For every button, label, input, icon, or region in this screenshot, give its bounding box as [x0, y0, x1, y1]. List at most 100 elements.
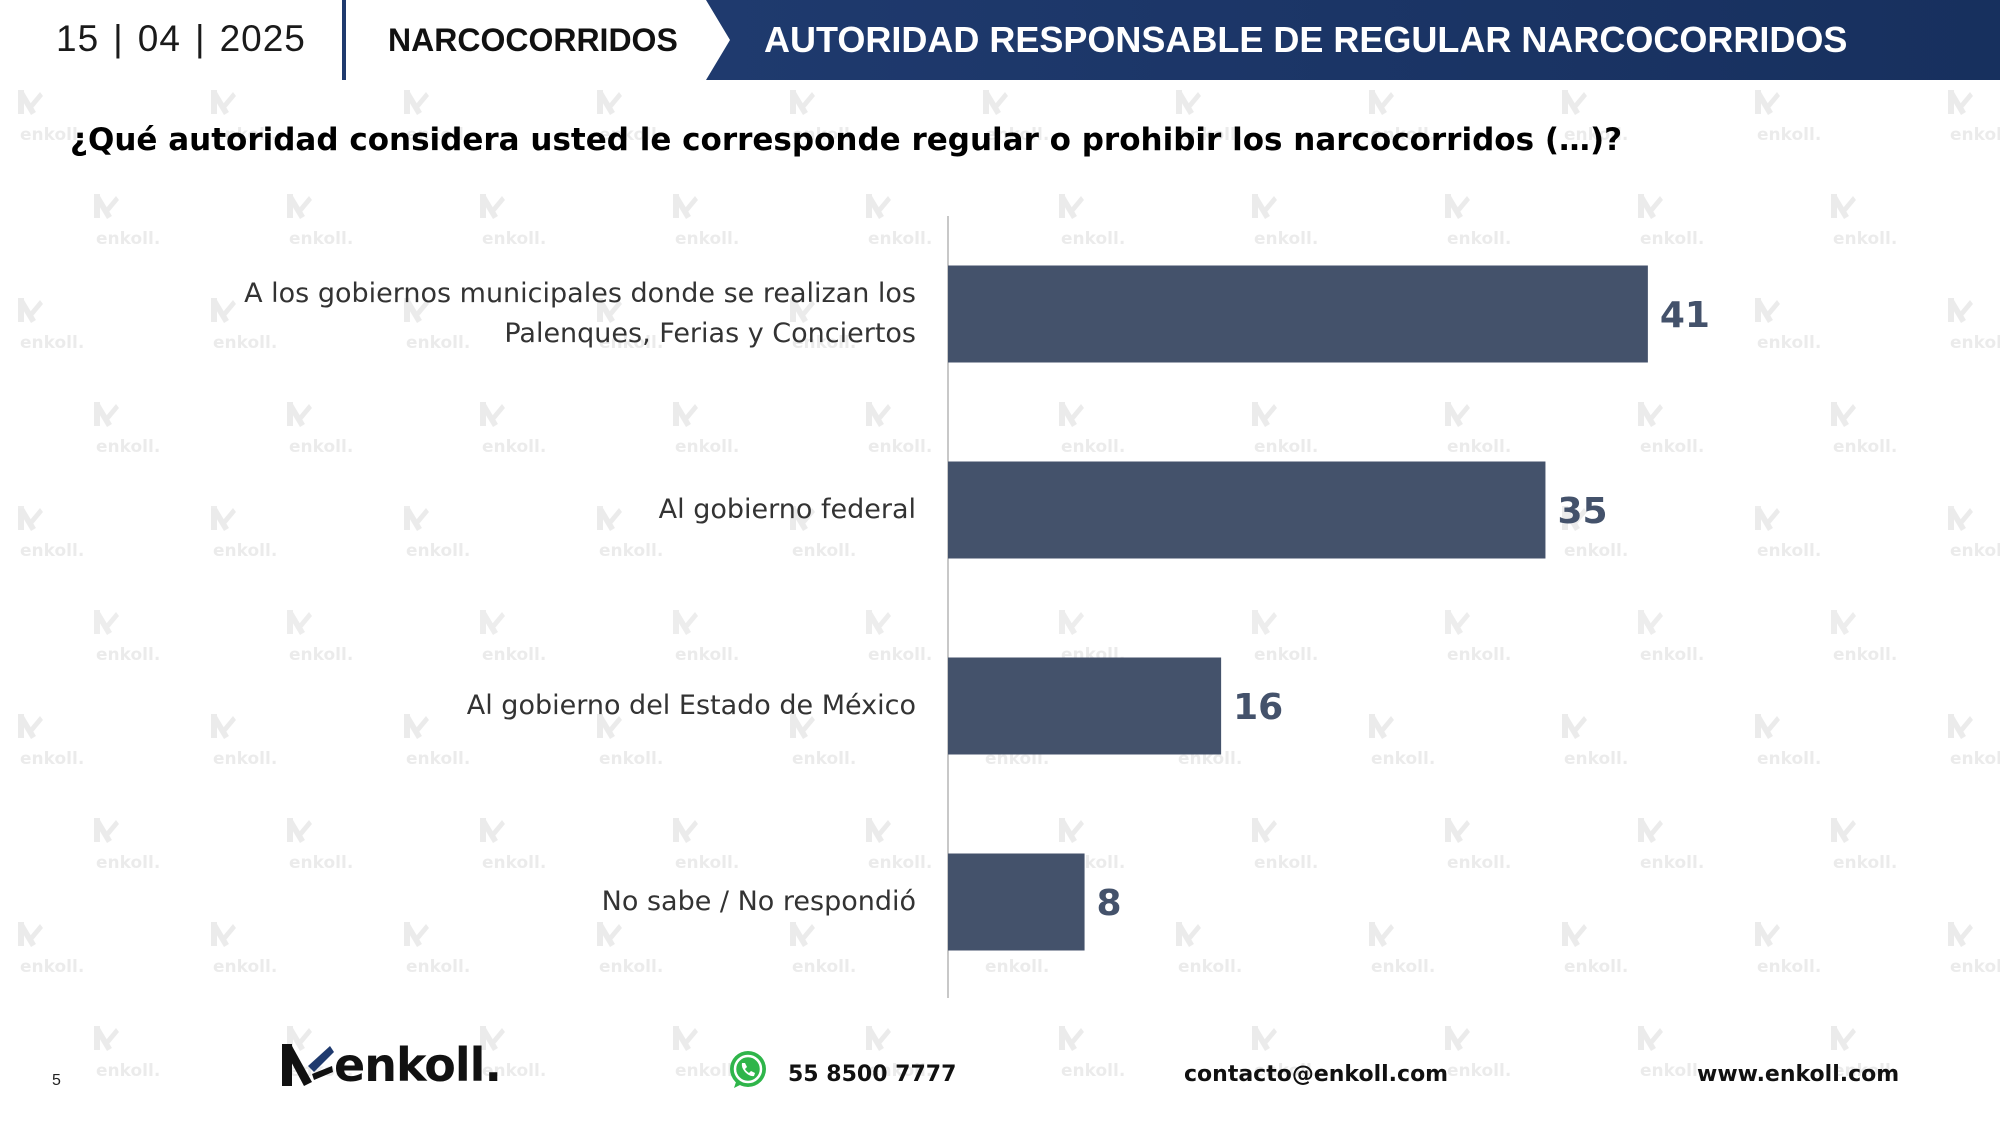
watermark-text: enkoll.: [599, 333, 663, 353]
watermark-text: enkoll.: [482, 853, 546, 873]
watermark-tile: enkoll.: [1252, 194, 1318, 249]
watermark-text: enkoll.: [1757, 749, 1821, 769]
watermark-text: enkoll.: [1447, 229, 1511, 249]
watermark-text: enkoll.: [1950, 333, 2000, 353]
watermark-logo-icon: [1059, 402, 1084, 427]
watermark-text: enkoll.: [1254, 1061, 1318, 1081]
watermark-logo-icon: [287, 1026, 312, 1051]
header-divider: [342, 0, 346, 80]
watermark-text: enkoll.: [1757, 541, 1821, 561]
watermark-text: enkoll.: [1254, 229, 1318, 249]
phone-number[interactable]: 55 8500 7777: [788, 1062, 957, 1087]
watermark-text: enkoll.: [675, 645, 739, 665]
watermark-tile: enkoll.: [287, 818, 353, 873]
watermark-tile: enkoll.: [1562, 506, 1628, 561]
watermark-logo-icon: [1831, 1026, 1856, 1051]
whatsapp-icon: [730, 1051, 766, 1088]
watermark-text: enkoll.: [868, 853, 932, 873]
watermark-text: enkoll.: [1950, 749, 2000, 769]
watermark-tile: enkoll.: [1755, 922, 1821, 977]
watermark-tile: enkoll.: [866, 402, 932, 457]
watermark-logo-icon: [404, 506, 429, 531]
watermark-tile: enkoll.: [18, 298, 84, 353]
watermark-logo-icon: [18, 90, 43, 115]
bar: [948, 853, 1085, 951]
watermark-text: enkoll.: [1950, 541, 2000, 561]
watermark-text: enkoll.: [1564, 957, 1628, 977]
watermark-logo-icon: [287, 818, 312, 843]
watermark-tile: enkoll.: [1252, 402, 1318, 457]
watermark-text: enkoll.: [599, 749, 663, 769]
date-day: 15: [56, 18, 100, 59]
watermark-tile: enkoll.: [1831, 610, 1897, 665]
watermark-tile: enkoll.: [673, 194, 739, 249]
watermark-text: enkoll.: [792, 541, 856, 561]
data-label: 16: [1233, 687, 1283, 728]
watermark-logo-icon: [1831, 194, 1856, 219]
watermark-text: enkoll.: [20, 333, 84, 353]
watermark-text: enkoll.: [1447, 437, 1511, 457]
watermark-logo-icon: [597, 714, 622, 739]
watermark-tile: enkoll.: [404, 714, 470, 769]
watermark-logo-icon: [211, 922, 236, 947]
watermark-text: enkoll.: [792, 333, 856, 353]
watermark-logo-icon: [1252, 402, 1277, 427]
watermark-text: enkoll.: [1061, 1061, 1125, 1081]
watermark-text: enkoll.: [792, 957, 856, 977]
watermark-tile: enkoll.: [1638, 610, 1704, 665]
contact-email[interactable]: contacto@enkoll.com: [1184, 1062, 1449, 1087]
watermark-tile: enkoll.: [866, 818, 932, 873]
watermark-text: enkoll.: [96, 853, 160, 873]
category-label-line: Palenques, Ferias y Conciertos: [504, 318, 916, 349]
watermark-tile: enkoll.: [1252, 610, 1318, 665]
watermark-logo-icon: [866, 194, 891, 219]
watermark-tile: enkoll.: [1831, 818, 1897, 873]
watermark-logo-icon: [480, 610, 505, 635]
watermark-text: enkoll.: [406, 749, 470, 769]
watermark-text: enkoll.: [1447, 645, 1511, 665]
watermark-tile: enkoll.: [866, 194, 932, 249]
watermark-text: enkoll.: [868, 1061, 932, 1081]
watermark-logo-icon: [287, 402, 312, 427]
watermark-text: enkoll.: [406, 333, 470, 353]
watermark-tile: enkoll.: [1755, 506, 1821, 561]
watermark-tile: enkoll.: [1445, 194, 1511, 249]
watermark-logo-icon: [1755, 714, 1780, 739]
category-label-line: Al gobierno del Estado de México: [466, 690, 916, 721]
watermark-logo-icon: [480, 194, 505, 219]
watermark-text: enkoll.: [1757, 333, 1821, 353]
bar: [948, 461, 1546, 559]
watermark-logo-icon: [18, 922, 43, 947]
watermark-logo-icon: [1059, 818, 1084, 843]
date-month: 04: [137, 18, 181, 59]
watermark-text: enkoll.: [868, 229, 932, 249]
watermark-logo-icon: [1252, 1026, 1277, 1051]
watermark-logo-icon: [1948, 922, 1973, 947]
watermark-tile: enkoll.: [1369, 922, 1435, 977]
watermark-tile: enkoll.: [597, 90, 663, 145]
watermark-text: enkoll.: [482, 229, 546, 249]
watermark-text: enkoll.: [20, 541, 84, 561]
watermark-logo-icon: [94, 610, 119, 635]
watermark-logo-icon: [866, 610, 891, 635]
watermark-logo-icon: [1059, 1026, 1084, 1051]
watermark-text: enkoll.: [213, 541, 277, 561]
watermark-text: enkoll.: [985, 957, 1049, 977]
watermark-tile: enkoll.: [597, 714, 663, 769]
watermark-tile: enkoll.: [94, 402, 160, 457]
watermark-tile: enkoll.: [1948, 714, 2000, 769]
watermark-tile: enkoll.: [211, 298, 277, 353]
watermark-logo-icon: [597, 922, 622, 947]
watermark-tile: enkoll.: [18, 506, 84, 561]
watermark-text: enkoll.: [675, 437, 739, 457]
website-link[interactable]: www.enkoll.com: [1697, 1062, 1900, 1087]
watermark-text: enkoll.: [20, 749, 84, 769]
watermark-text: enkoll.: [213, 333, 277, 353]
watermark-text: enkoll.: [1833, 853, 1897, 873]
watermark-text: enkoll.: [599, 957, 663, 977]
watermark-tile: enkoll.: [404, 90, 470, 145]
watermark-text: enkoll.: [1178, 957, 1242, 977]
watermark-tile: enkoll.: [790, 714, 856, 769]
watermark-tile: enkoll.: [211, 922, 277, 977]
